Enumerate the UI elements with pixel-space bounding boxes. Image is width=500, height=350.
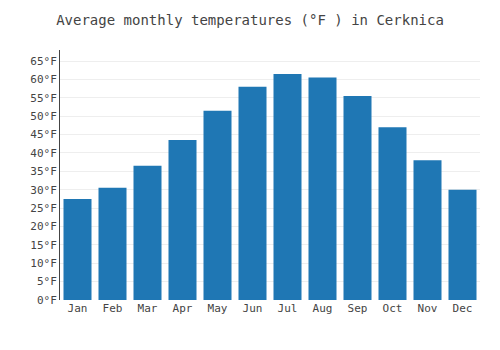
svg-text:0°F: 0°F [37, 294, 57, 307]
svg-text:40°F: 40°F [30, 147, 57, 160]
svg-text:Sep: Sep [348, 302, 368, 315]
svg-text:60°F: 60°F [30, 73, 57, 86]
svg-text:Jan: Jan [68, 302, 88, 315]
svg-text:5°F: 5°F [37, 275, 57, 288]
svg-text:10°F: 10°F [30, 257, 57, 270]
svg-text:65°F: 65°F [30, 55, 57, 68]
svg-text:Oct: Oct [383, 302, 403, 315]
svg-text:Dec: Dec [453, 302, 473, 315]
svg-text:50°F: 50°F [30, 110, 57, 123]
svg-text:Average monthly temperatures (: Average monthly temperatures (°F ) in Ce… [56, 12, 444, 28]
svg-text:20°F: 20°F [30, 220, 57, 233]
svg-text:Aug: Aug [313, 302, 333, 315]
svg-text:45°F: 45°F [30, 128, 57, 141]
svg-text:Feb: Feb [103, 302, 123, 315]
svg-text:55°F: 55°F [30, 92, 57, 105]
svg-text:30°F: 30°F [30, 184, 57, 197]
svg-text:35°F: 35°F [30, 165, 57, 178]
svg-text:Jun: Jun [243, 302, 263, 315]
svg-text:Apr: Apr [173, 302, 193, 315]
svg-text:Jul: Jul [278, 302, 298, 315]
svg-text:Mar: Mar [138, 302, 158, 315]
svg-text:May: May [208, 302, 228, 315]
svg-text:15°F: 15°F [30, 239, 57, 252]
svg-text:25°F: 25°F [30, 202, 57, 215]
svg-text:Nov: Nov [418, 302, 438, 315]
